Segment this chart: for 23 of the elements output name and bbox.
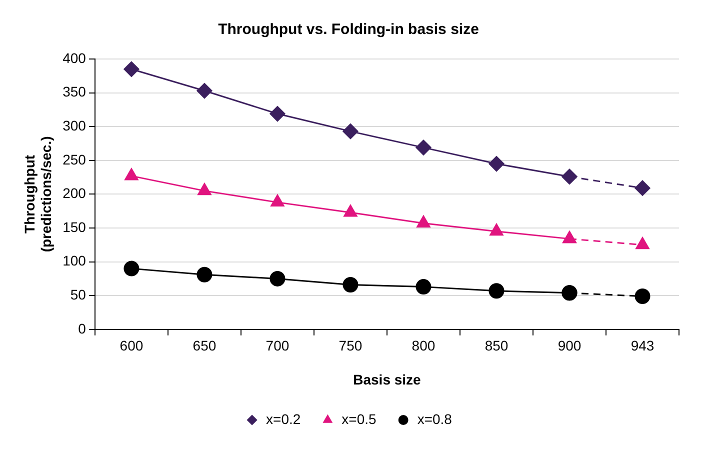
x-tick-label: 943 [630, 338, 654, 354]
x-tick-label: 850 [484, 338, 508, 354]
y-tick-label: 350 [62, 84, 86, 100]
legend-label: x=0.5 [342, 410, 377, 427]
y-axis-title: Throughput (predictions/sec.) [21, 136, 54, 252]
y-tick-label: 400 [62, 50, 86, 66]
y-tick-label: 300 [62, 117, 86, 134]
x-tick-label: 700 [266, 338, 290, 354]
x-tick-label: 900 [558, 338, 582, 354]
chart-title: Throughput vs. Folding-in basis size [218, 21, 479, 38]
y-tick-label: 150 [62, 218, 86, 235]
y-tick-label: 100 [62, 252, 86, 269]
y-tick-label: 200 [62, 185, 86, 202]
y-tick-label: 250 [62, 151, 86, 168]
x-tick-label: 650 [192, 338, 216, 354]
x-axis-title: Basis size [353, 371, 422, 388]
y-tick-label: 0 [78, 320, 86, 336]
legend-label: x=0.2 [266, 410, 301, 427]
x-tick-label: 600 [120, 338, 144, 354]
x-tick-label: 800 [412, 338, 436, 354]
x-tick-label: 750 [338, 338, 362, 354]
legend-label: x=0.8 [417, 410, 452, 427]
y-tick-label: 50 [70, 286, 86, 302]
